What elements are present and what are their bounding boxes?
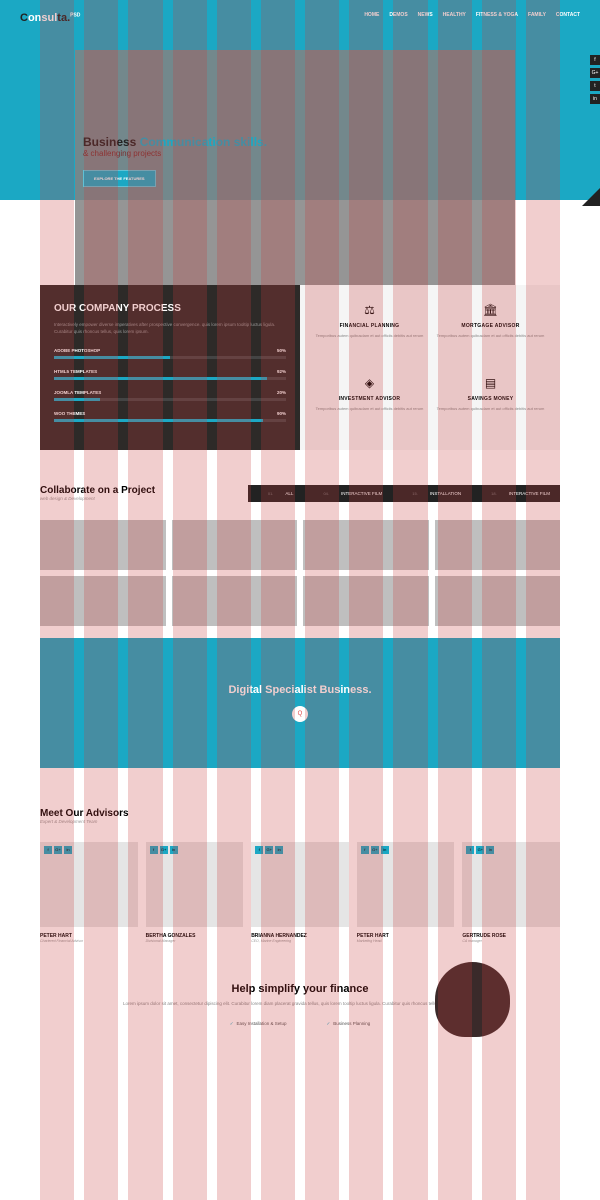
- team-member: fG+inBERTHA GONZALESDivisional Manager: [146, 842, 244, 943]
- collab-sub: web design & Development: [40, 496, 155, 501]
- nav-healthy[interactable]: HEALTHY: [443, 12, 466, 18]
- collab-title: Collaborate on a Project: [40, 485, 155, 496]
- service-icon: 🏛: [435, 303, 546, 317]
- header: Consulta.PSD HOMEDEMOSNEWSHEALTHYFITNESS…: [0, 0, 600, 200]
- hero-subtitle: & challenging projects: [83, 149, 515, 158]
- social-sidebar: f G+ t in: [590, 55, 600, 104]
- skill-item: JOOMLA TEMPLATES20%: [54, 390, 286, 401]
- member-social-icon[interactable]: in: [64, 846, 72, 854]
- project-item[interactable]: [172, 520, 298, 570]
- member-social-icon[interactable]: in: [381, 846, 389, 854]
- explore-button[interactable]: EXPLORE THE FEATURES: [83, 170, 156, 187]
- member-social-icon[interactable]: f: [361, 846, 369, 854]
- finance-section: Help simplify your finance Lorem ipsum d…: [40, 983, 560, 1028]
- member-social-icon[interactable]: G+: [476, 846, 484, 854]
- hero-title-b: Communication skills.: [140, 135, 267, 149]
- skill-item: WOO THEMES90%: [54, 411, 286, 422]
- project-item[interactable]: [435, 576, 561, 626]
- social-icon[interactable]: t: [590, 81, 600, 91]
- team-sub: Expert & Development Team: [40, 819, 560, 824]
- social-icon[interactable]: f: [590, 55, 600, 65]
- process-desc: Interactively empower diverse imperative…: [54, 322, 286, 336]
- nav-demos[interactable]: DEMOS: [389, 12, 407, 18]
- nav-news[interactable]: NEWS: [418, 12, 433, 18]
- service-icon: ⚖: [314, 303, 425, 317]
- project-item[interactable]: [303, 520, 429, 570]
- triangle-icon: [582, 188, 600, 206]
- nav: HOME DEMOS NEWS HEALTHY FITNESS & YOGA FAMILY…: [364, 12, 580, 18]
- filter-tab[interactable]: 18.INTERACTIVE FILM: [471, 485, 560, 502]
- team-title: Meet Our Advisors: [40, 808, 560, 819]
- member-social-icon[interactable]: in: [486, 846, 494, 854]
- social-icon[interactable]: in: [590, 94, 600, 104]
- member-social-icon[interactable]: f: [466, 846, 474, 854]
- member-social-icon[interactable]: G+: [54, 846, 62, 854]
- member-social-icon[interactable]: in: [170, 846, 178, 854]
- hero-title-a: Business: [83, 135, 140, 149]
- service-item: ⚖FINANCIAL PLANNINGTemporibus autem quib…: [314, 303, 425, 358]
- social-icon[interactable]: G+: [590, 68, 600, 78]
- project-grid: [40, 520, 560, 626]
- hero: Business Communication skills. & challen…: [75, 50, 515, 285]
- team-section: Meet Our Advisors Expert & Development T…: [40, 808, 560, 943]
- project-item[interactable]: [303, 576, 429, 626]
- banner-title: Digital Specialist Business.: [228, 684, 371, 696]
- check-item: ✓Easy Installation & Setup: [230, 1021, 287, 1027]
- team-member: fG+inBRIANNA HERNANDEZCEO, Marine Engine…: [251, 842, 349, 943]
- project-item[interactable]: [40, 576, 166, 626]
- check-icon: ✓: [230, 1021, 234, 1026]
- project-item[interactable]: [172, 576, 298, 626]
- service-item: ◈INVESTMENT ADVISORTemporibus autem quib…: [314, 376, 425, 431]
- search-icon[interactable]: Q: [292, 706, 308, 722]
- team-member: fG+inGERTRUDE ROSECA manager: [462, 842, 560, 943]
- silhouette: [435, 962, 510, 1037]
- banner: Digital Specialist Business. Q: [40, 638, 560, 768]
- team-member: fG+inPETER HARTChartered Financial Advis…: [40, 842, 138, 943]
- process-title: OUR COMPANY PROCESS: [54, 303, 286, 314]
- check-item: ✓Business Planning: [327, 1021, 371, 1027]
- member-social-icon[interactable]: in: [275, 846, 283, 854]
- member-social-icon[interactable]: f: [255, 846, 263, 854]
- service-icon: ▤: [435, 376, 546, 390]
- finance-title: Help simplify your finance: [120, 983, 480, 995]
- collaborate-section: Collaborate on a Project web design & De…: [40, 485, 560, 626]
- process-section: OUR COMPANY PROCESS Interactively empowe…: [40, 285, 560, 450]
- project-item[interactable]: [435, 520, 561, 570]
- member-social-icon[interactable]: G+: [371, 846, 379, 854]
- member-social-icon[interactable]: G+: [160, 846, 168, 854]
- service-item: ▤SAVINGS MONEYTemporibus autem quibusdam…: [435, 376, 546, 431]
- skill-item: HTML5 TEMPLATES92%: [54, 369, 286, 380]
- member-social-icon[interactable]: f: [44, 846, 52, 854]
- check-icon: ✓: [327, 1021, 331, 1026]
- filter-tab[interactable]: 01.ALL: [248, 485, 304, 502]
- team-member: fG+inPETER HARTMarketing Head.: [357, 842, 455, 943]
- nav-family[interactable]: FAMILY: [528, 12, 546, 18]
- nav-fitness & yoga[interactable]: FITNESS & YOGA: [476, 12, 518, 18]
- member-social-icon[interactable]: G+: [265, 846, 273, 854]
- filter-tabs: 01.ALL04.INTERACTIVE FILM15.INSTALLATION…: [248, 485, 560, 502]
- service-item: 🏛MORTGAGE ADVISORTemporibus autem quibus…: [435, 303, 546, 358]
- member-social-icon[interactable]: f: [150, 846, 158, 854]
- filter-tab[interactable]: 04.INTERACTIVE FILM: [303, 485, 392, 502]
- finance-desc: Lorem ipsum dolor sit amet, consectetur …: [120, 1001, 480, 1008]
- filter-tab[interactable]: 15.INSTALLATION: [392, 485, 471, 502]
- nav-contact[interactable]: CONTACT: [556, 12, 580, 18]
- skill-item: ADOBE PHOTOSHOP50%: [54, 348, 286, 359]
- service-icon: ◈: [314, 376, 425, 390]
- nav-home[interactable]: HOME: [364, 12, 379, 18]
- project-item[interactable]: [40, 520, 166, 570]
